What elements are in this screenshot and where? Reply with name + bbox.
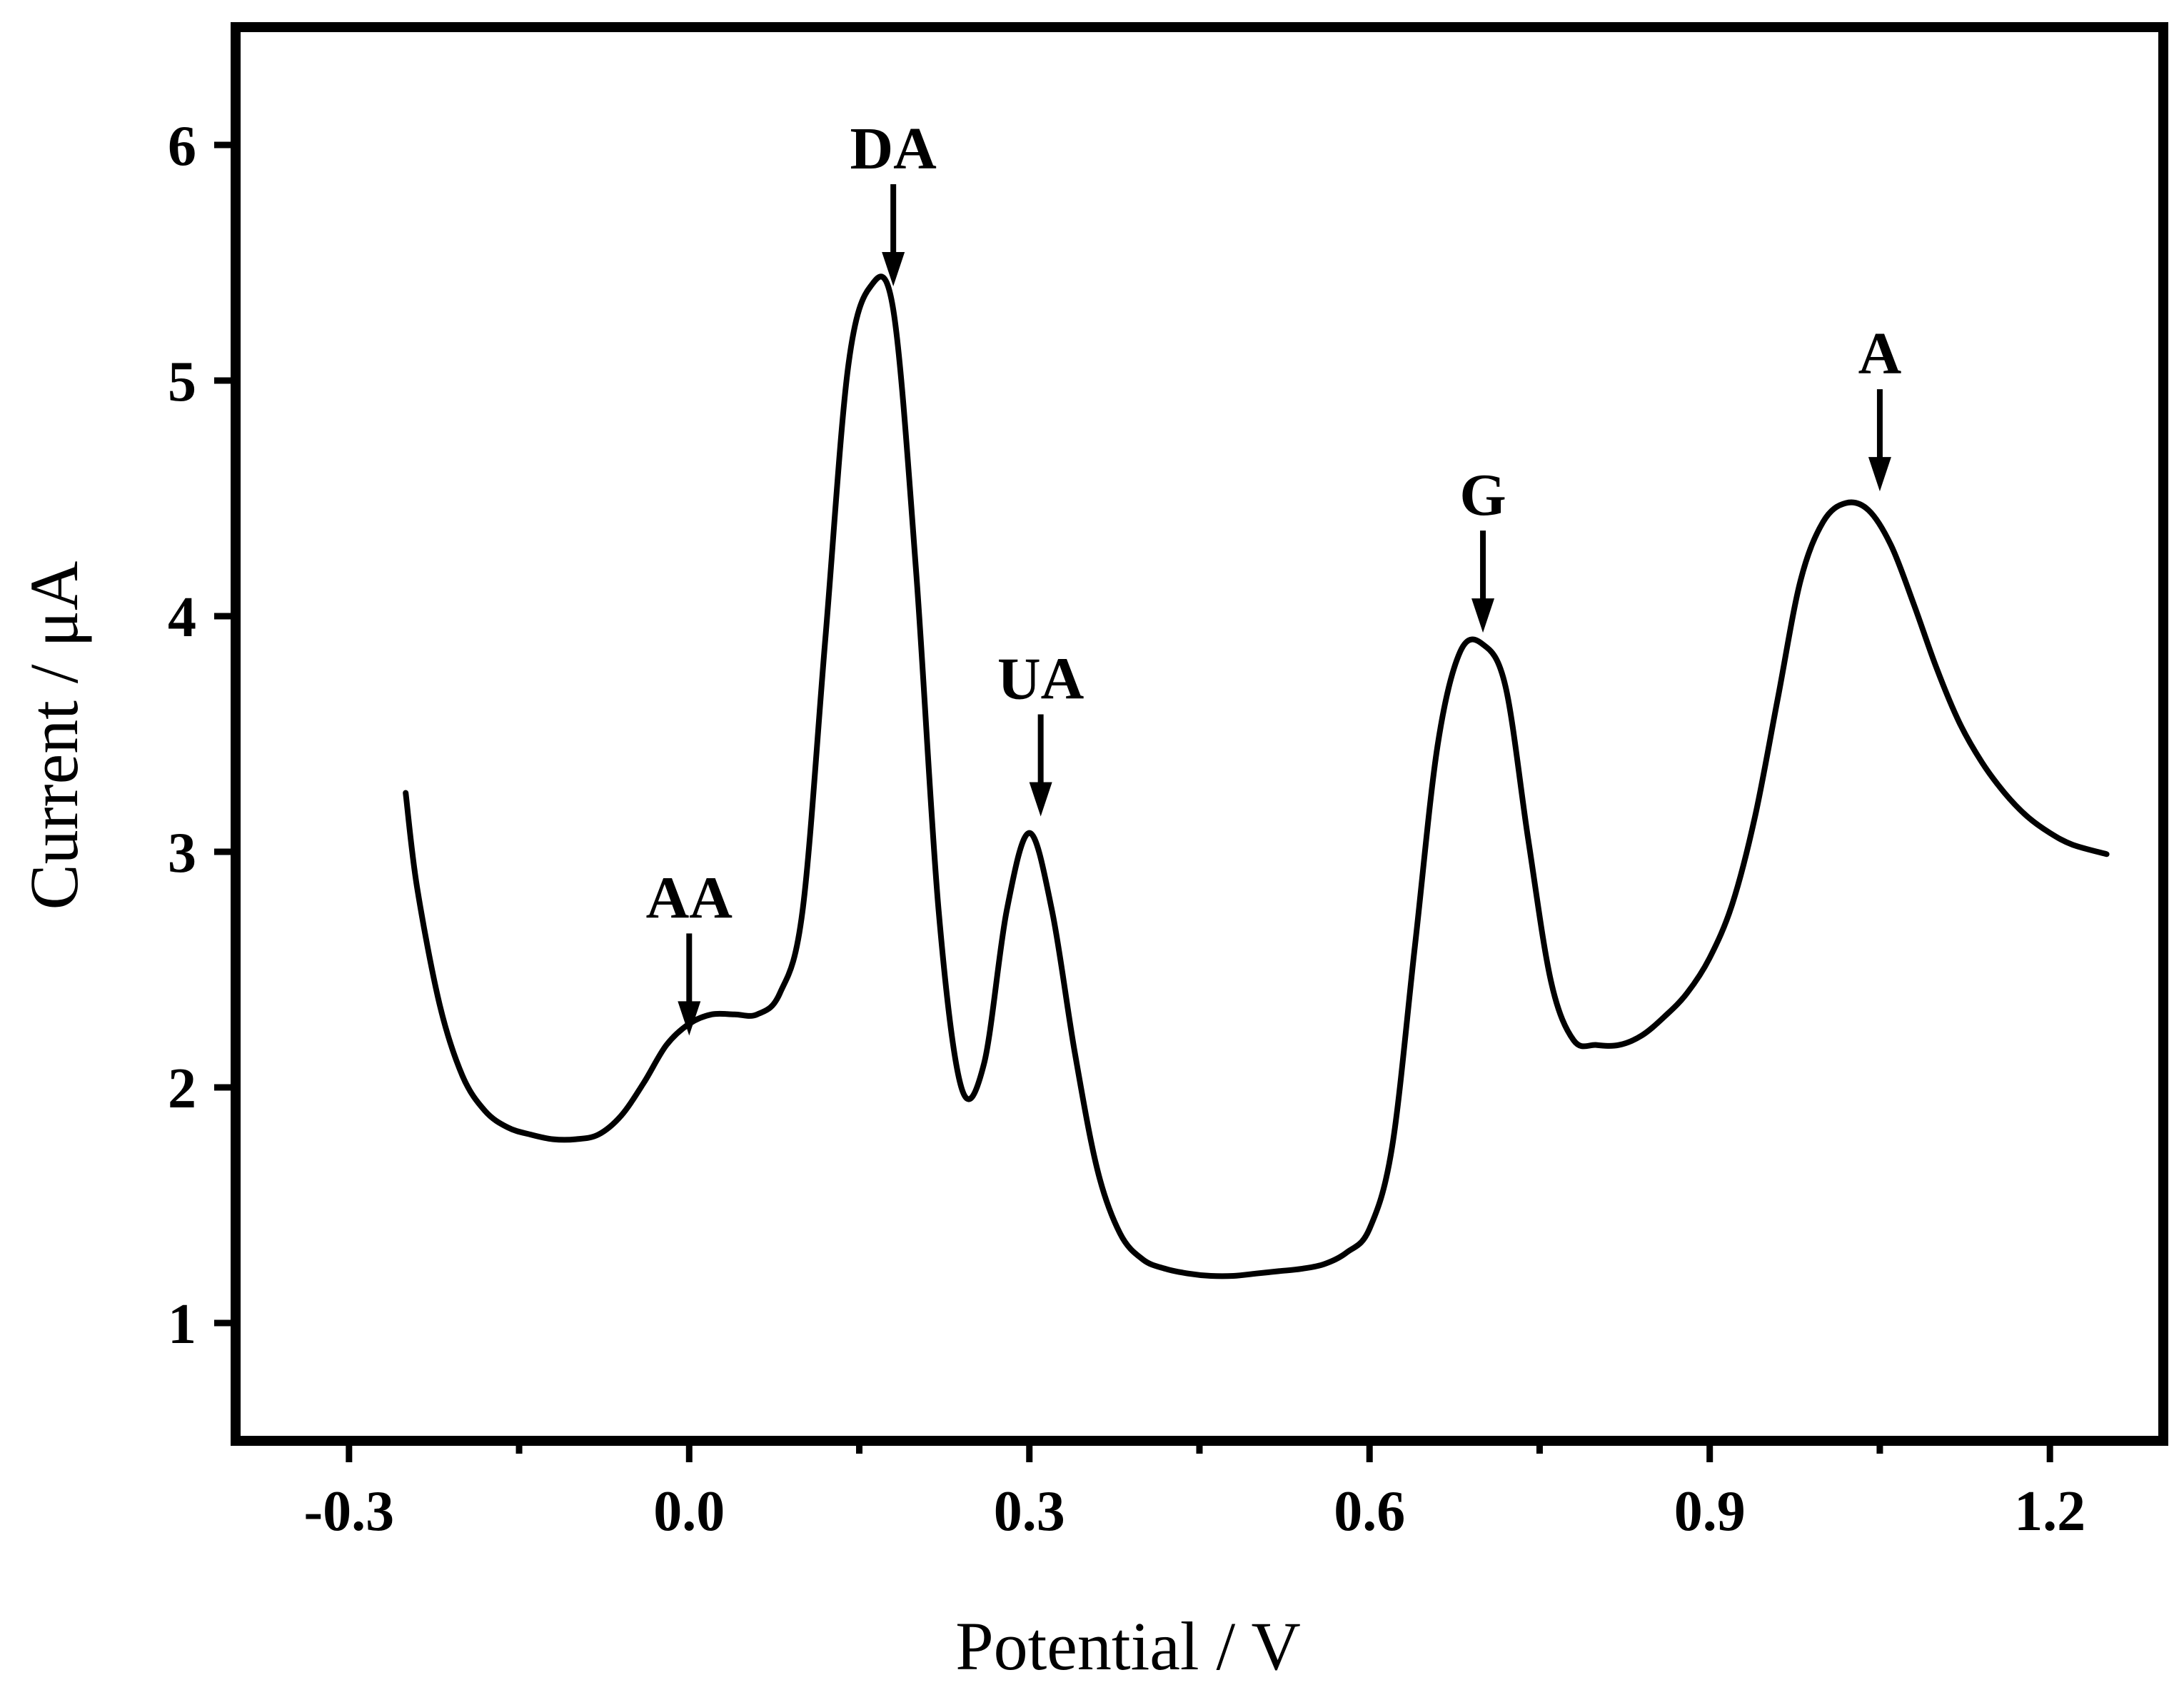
annotation-label: AA: [646, 865, 733, 931]
y-tick-label: 3: [168, 822, 196, 885]
series-layer: [403, 273, 2110, 1279]
plot-frame: [231, 22, 2168, 1446]
x-axis-title: Potential / V: [955, 1608, 1301, 1684]
peak-annotation: A: [1858, 321, 1902, 492]
x-tick-label: 0.9: [1674, 1480, 1746, 1543]
annotation-label: A: [1858, 321, 1902, 387]
annotation-layer: AA DA UA G A: [646, 116, 1902, 1036]
annotation-label: G: [1459, 462, 1506, 528]
annotation-arrow-head: [678, 1001, 701, 1036]
y-tick-label: 4: [168, 586, 196, 649]
annotation-arrow-head: [1029, 782, 1052, 817]
peak-annotation: AA: [646, 865, 733, 1036]
x-tick-label: 0.3: [994, 1480, 1065, 1543]
x-tick-label: -0.3: [304, 1480, 395, 1543]
annotation-label: UA: [997, 646, 1085, 713]
x-tick-label: 0.0: [653, 1480, 725, 1543]
y-tick-label: 2: [168, 1057, 196, 1120]
annotation-arrow-head: [882, 252, 905, 286]
x-axis-ticks: -0.3 0.0 0.3 0.6 0.9 1.2: [304, 1441, 2085, 1543]
annotation-arrow-head: [1868, 457, 1891, 492]
peak-annotation: DA: [850, 116, 937, 286]
y-axis-title: Current / μA: [16, 561, 92, 910]
x-tick-label: 1.2: [2014, 1480, 2085, 1543]
series-line: [403, 273, 2110, 1279]
y-tick-label: 1: [168, 1293, 196, 1356]
peak-annotation: G: [1459, 462, 1506, 633]
y-tick-label: 6: [168, 115, 196, 178]
y-tick-label: 5: [168, 351, 196, 413]
peak-annotation: UA: [997, 646, 1085, 817]
annotation-label: DA: [850, 116, 937, 182]
x-tick-label: 0.6: [1334, 1480, 1405, 1543]
annotation-arrow-head: [1471, 598, 1495, 633]
